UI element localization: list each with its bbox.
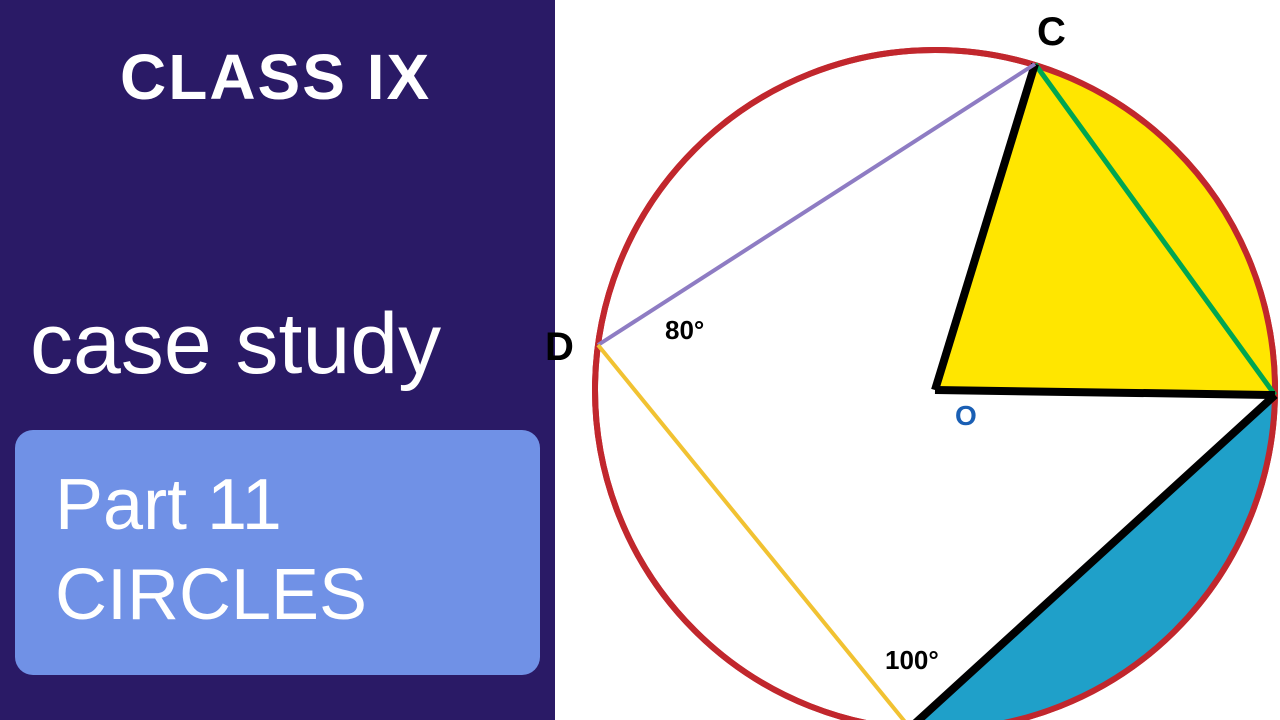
class-title: CLASS IX	[120, 40, 431, 114]
part-topic: CIRCLES	[55, 550, 500, 640]
diagram-panel: C D O 80° 100°	[555, 0, 1280, 720]
label-o: O	[955, 400, 977, 432]
label-d: D	[545, 325, 574, 370]
case-study-label: case study	[30, 295, 441, 394]
left-panel: CLASS IX case study Part 11 CIRCLES	[0, 0, 555, 720]
label-c: C	[1037, 10, 1066, 55]
part-number: Part 11	[55, 460, 500, 550]
angle-80: 80°	[665, 315, 704, 346]
angle-100: 100°	[885, 645, 939, 676]
radius-ob	[935, 390, 1275, 395]
circle-diagram	[555, 0, 1280, 720]
part-box: Part 11 CIRCLES	[15, 430, 540, 675]
